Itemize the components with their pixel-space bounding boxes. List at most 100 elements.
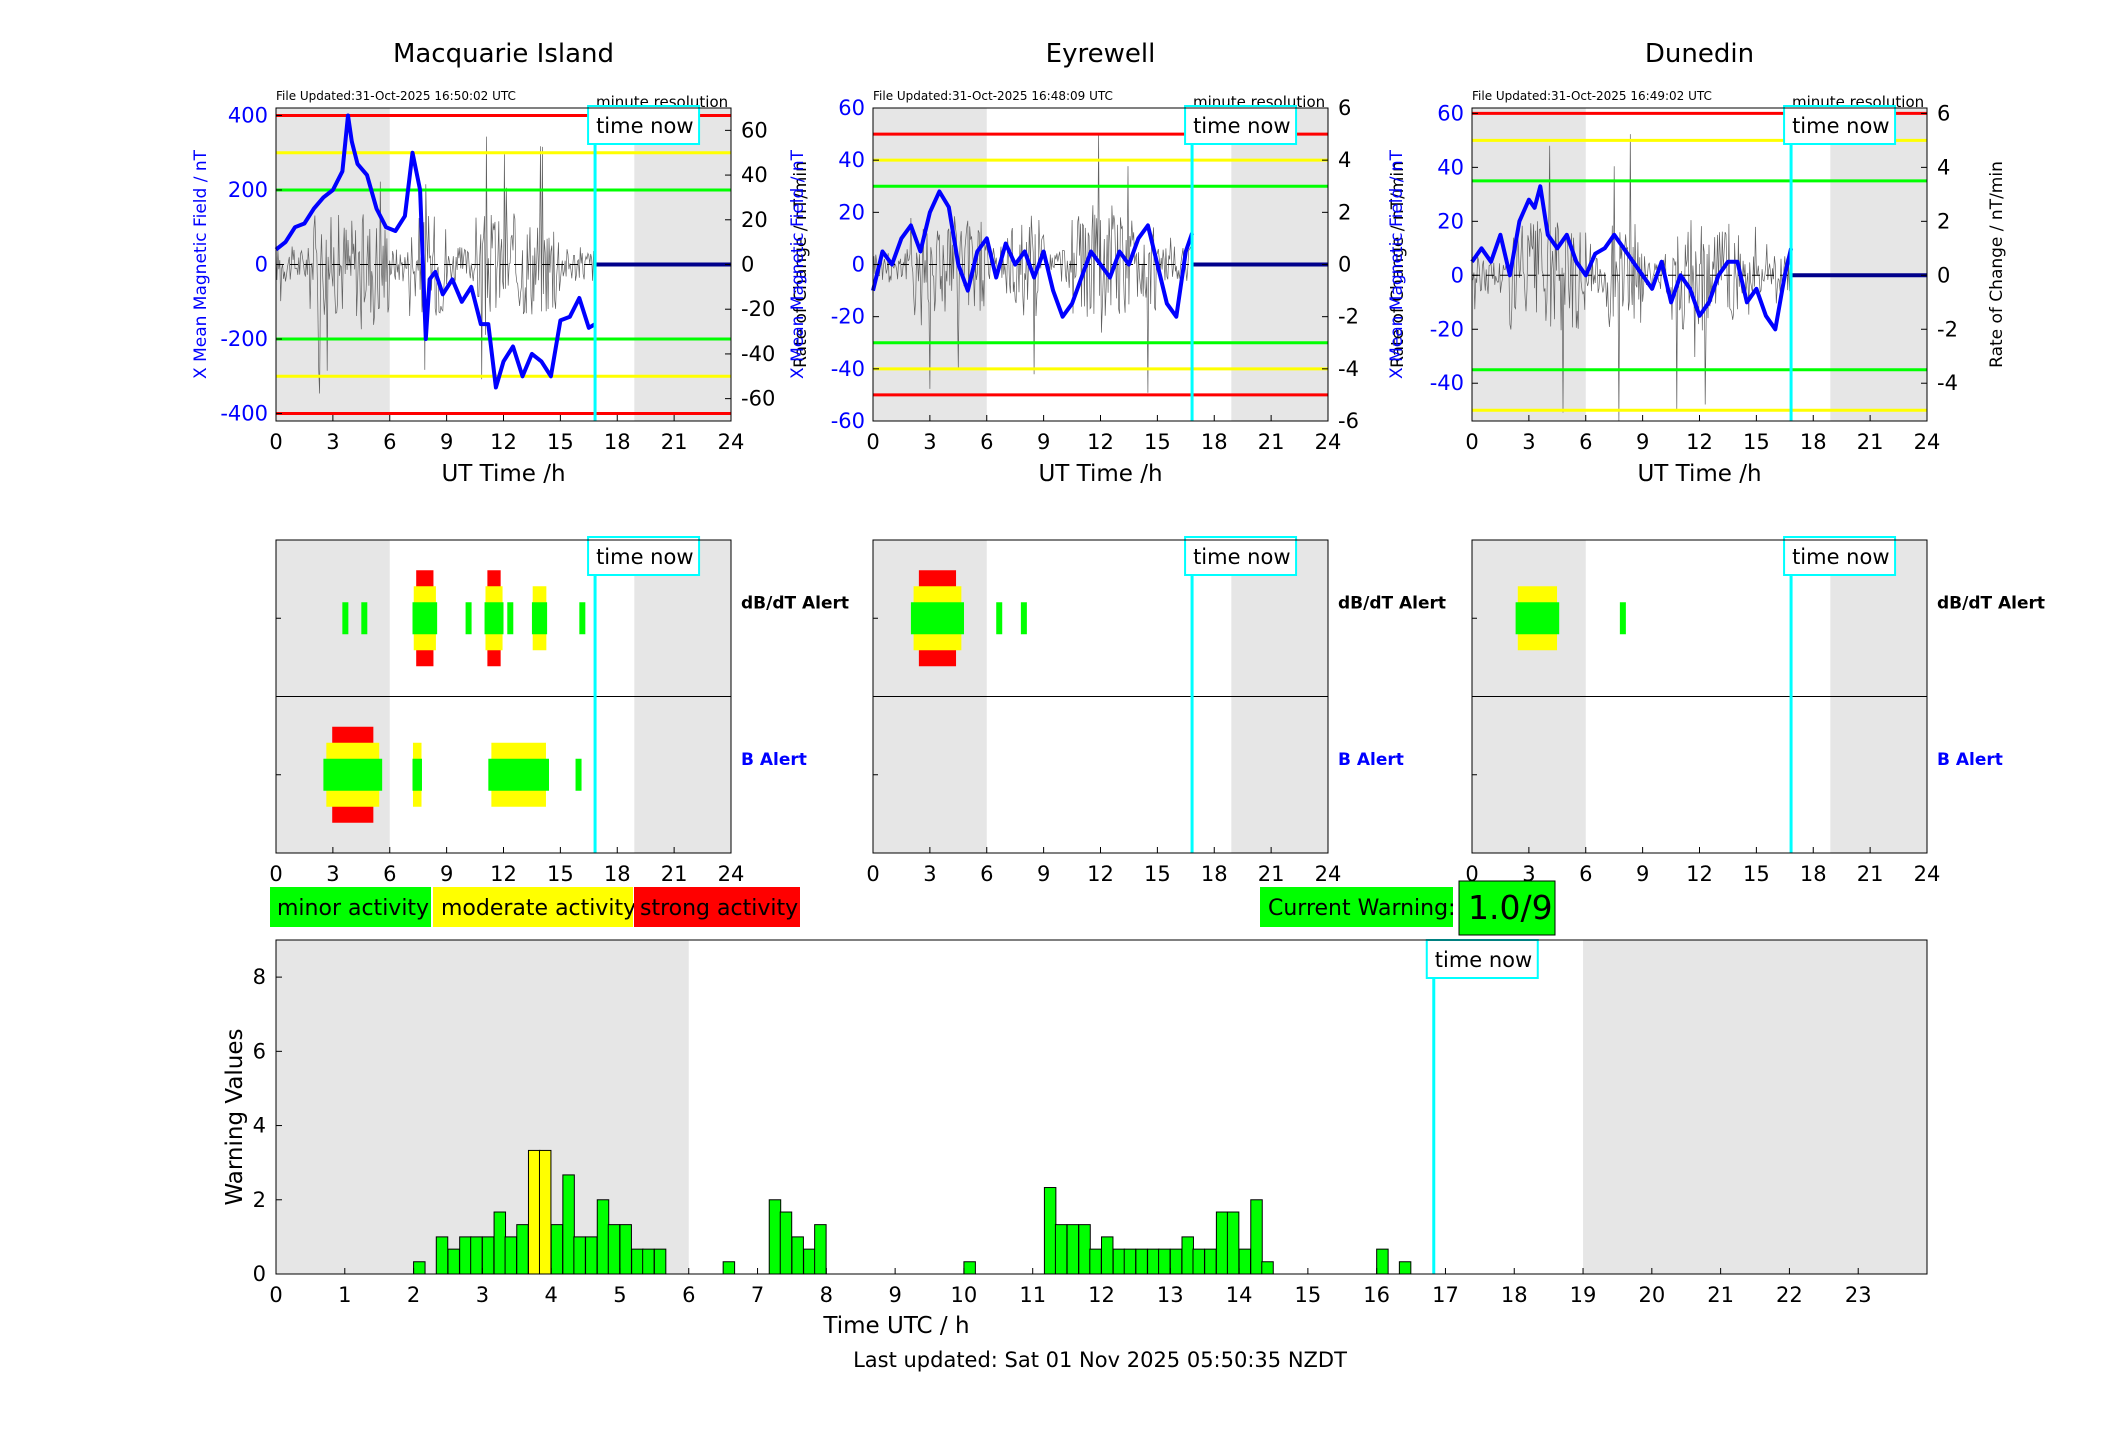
right-axis-label: Rate of Change / nT/min xyxy=(791,161,811,368)
right-tick-label: 6 xyxy=(1937,101,1950,125)
x-tick-label: 6 xyxy=(1579,862,1592,886)
warning-bar xyxy=(1181,1236,1194,1275)
b-alert-bar-minor xyxy=(575,758,582,791)
x-tick-label: 0 xyxy=(269,862,282,886)
warning-bar xyxy=(619,1224,632,1275)
left-tick-label: -40 xyxy=(1430,371,1464,395)
warning-bar xyxy=(504,1236,518,1275)
x-tick-label: 6 xyxy=(682,1283,695,1307)
rate-of-change-line xyxy=(872,134,1192,393)
left-tick-label: 400 xyxy=(228,103,268,127)
right-tick-label: 4 xyxy=(1338,148,1351,172)
x-tick-label: 12 xyxy=(490,862,517,886)
warning-bar xyxy=(722,1261,736,1275)
b-alert-label: B Alert xyxy=(1937,750,2003,770)
x-tick-label: 18 xyxy=(1201,430,1228,454)
left-tick-label: -400 xyxy=(220,402,268,426)
legend-minor-swatch xyxy=(270,887,431,927)
warning-bar xyxy=(1089,1248,1102,1275)
x-tick-label: 18 xyxy=(1800,862,1827,886)
x-tick-label: 6 xyxy=(980,862,993,886)
y-axis-label: Warning Values xyxy=(222,1028,248,1205)
right-tick-label: 0 xyxy=(1338,253,1351,277)
x-tick-label: 22 xyxy=(1776,1283,1803,1307)
warning-bar xyxy=(1376,1248,1389,1275)
dbdt-alert-label: dB/dT Alert xyxy=(1937,593,2045,613)
left-tick-label: 0 xyxy=(852,253,865,277)
file-updated-text: File Updated:31-Oct-2025 16:50:02 UTC xyxy=(276,89,516,103)
right-tick-label: 6 xyxy=(1338,96,1351,120)
x-tick-label: 24 xyxy=(1315,862,1342,886)
left-tick-label: -200 xyxy=(220,327,268,351)
x-tick-label: 5 xyxy=(613,1283,626,1307)
magnetic-field-line xyxy=(871,189,1194,319)
x-tick-label: 6 xyxy=(383,430,396,454)
station-chart-eyrewell: Eyrewell File Updated:31-Oct-2025 16:48:0… xyxy=(788,39,1408,487)
magnetic-field-line xyxy=(274,113,597,390)
warning-bar xyxy=(607,1224,621,1275)
left-tick-label: 60 xyxy=(1437,101,1464,125)
x-tick-label: 21 xyxy=(661,430,688,454)
x-tick-label: 21 xyxy=(1857,862,1884,886)
warning-bar xyxy=(814,1224,827,1275)
night-shade-region xyxy=(1583,940,1927,1274)
y-tick-label: 0 xyxy=(253,1262,266,1286)
right-tick-label: -2 xyxy=(1338,305,1359,329)
warning-bar xyxy=(516,1224,529,1275)
legend-strong-swatch xyxy=(634,887,800,927)
rate-of-change-line xyxy=(275,136,595,394)
dbdt-alert-label: dB/dT Alert xyxy=(1338,593,1446,613)
left-axis-label: X Mean Magnetic Field / nT xyxy=(1387,149,1407,379)
x-tick-label: 12 xyxy=(1686,430,1713,454)
x-tick-label: 15 xyxy=(547,430,574,454)
legend-strong-label: strong activity xyxy=(640,896,798,921)
x-axis-label: UT Time /h xyxy=(1637,461,1761,487)
x-tick-label: 23 xyxy=(1845,1283,1872,1307)
legend-moderate-label: moderate activity xyxy=(441,896,636,921)
x-tick-label: 15 xyxy=(1743,862,1770,886)
x-tick-label: 15 xyxy=(1295,1283,1322,1307)
warning-bar xyxy=(585,1236,598,1275)
x-tick-label: 17 xyxy=(1432,1283,1459,1307)
legend-moderate-swatch xyxy=(433,887,633,927)
x-tick-label: 21 xyxy=(1258,430,1285,454)
right-tick-label: 60 xyxy=(741,118,768,142)
left-tick-label: -60 xyxy=(831,409,865,433)
right-tick-label: -6 xyxy=(1338,409,1359,433)
warning-bar xyxy=(1261,1261,1274,1275)
b-alert-label: B Alert xyxy=(741,750,807,770)
left-tick-label: -40 xyxy=(831,357,865,381)
time-now-label: time now xyxy=(1193,545,1290,569)
station-title: Eyrewell xyxy=(1046,39,1156,69)
time-now-box xyxy=(1184,105,1298,145)
x-axis-label: UT Time /h xyxy=(1038,461,1162,487)
dbdt-alert-bar-minor xyxy=(361,602,368,635)
activity-legend: minor activity moderate activity strong … xyxy=(270,887,800,927)
warning-bar xyxy=(413,1261,426,1275)
x-tick-label: 10 xyxy=(951,1283,978,1307)
warning-bar xyxy=(550,1224,564,1275)
x-tick-label: 20 xyxy=(1638,1283,1665,1307)
right-tick-label: -2 xyxy=(1937,317,1958,341)
x-tick-label: 18 xyxy=(1800,430,1827,454)
right-tick-label: 2 xyxy=(1338,200,1351,224)
x-tick-label: 6 xyxy=(383,862,396,886)
dbdt-alert-bar-minor xyxy=(484,602,504,635)
time-now-label: time now xyxy=(1435,948,1532,972)
right-tick-label: 0 xyxy=(1937,263,1950,287)
warning-bar xyxy=(573,1236,586,1275)
time-now-box xyxy=(587,536,701,576)
time-now-label: time now xyxy=(1792,114,1889,138)
station-title: Dunedin xyxy=(1645,39,1754,69)
file-updated-text: File Updated:31-Oct-2025 16:49:02 UTC xyxy=(1472,89,1712,103)
alert-panel-dunedin: dB/dT Alert B Alert time now 0 3 6 9 12 15 18 21 24 xyxy=(1465,536,2045,886)
x-tick-label: 19 xyxy=(1570,1283,1597,1307)
file-updated-text: File Updated:31-Oct-2025 16:48:09 UTC xyxy=(873,89,1113,103)
x-tick-label: 21 xyxy=(661,862,688,886)
x-tick-label: 1 xyxy=(338,1283,351,1307)
dbdt-alert-bar-minor xyxy=(531,602,548,635)
x-axis-label: Time UTC / h xyxy=(822,1313,969,1339)
right-tick-label: -4 xyxy=(1937,371,1958,395)
station-title: Macquarie Island xyxy=(393,39,614,69)
